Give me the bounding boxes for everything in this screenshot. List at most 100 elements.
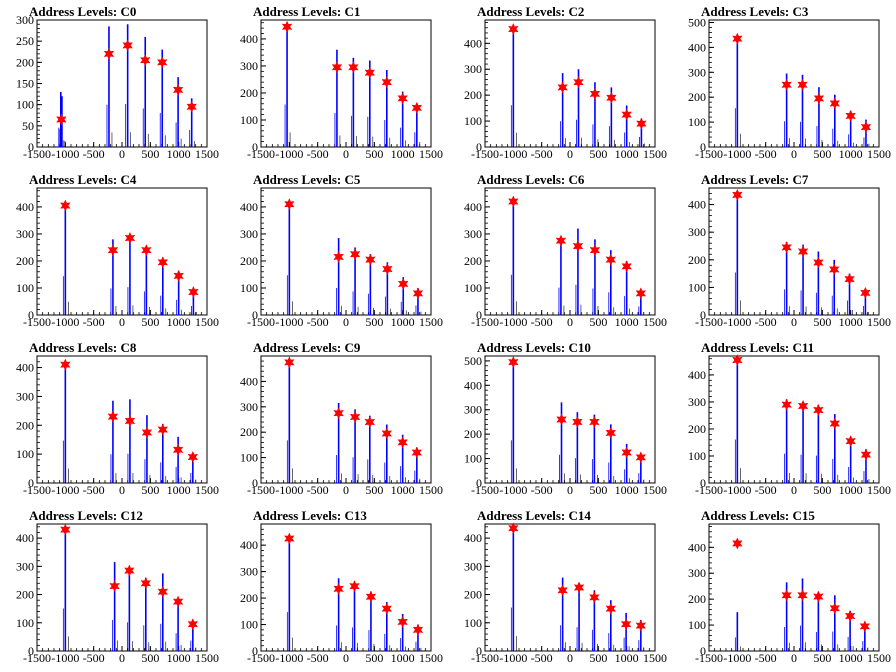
y-tick-label: 100 <box>464 281 482 295</box>
histogram-panel: Address Levels: C10 0 100 200 300 400 500 -1500… <box>448 336 672 504</box>
histogram-panel: Address Levels: C5 0 100 200 300 400 -1500 -100… <box>224 168 448 336</box>
level-marker <box>411 101 423 114</box>
x-tick-label: 0 <box>343 315 349 329</box>
histogram-panel: Address Levels: C3 0 100 200 300 400 500 -1500-… <box>672 0 896 168</box>
level-marker <box>845 109 856 122</box>
x-tick-label: 0 <box>119 147 125 161</box>
x-tick-label: -500 <box>531 483 553 497</box>
level-marker <box>349 248 361 261</box>
histogram-plot: 0 100 200 300 400 -1500 -1000 -500 0 500 1000 1500 <box>688 523 891 665</box>
level-marker <box>797 78 808 91</box>
level-marker <box>589 591 600 604</box>
y-tick-label: 100 <box>464 114 482 128</box>
level-marker <box>381 76 393 89</box>
y-tick-label: 300 <box>688 566 706 580</box>
x-tick-label: 1500 <box>867 315 891 329</box>
y-tick-label: 100 <box>688 115 706 129</box>
histogram-panel: Address Levels: C14 0 100 200 300 400 -1500 -10… <box>448 504 672 672</box>
x-tick-label: -1500 <box>247 315 275 329</box>
y-tick-label: 400 <box>688 198 706 212</box>
plot-frame <box>708 355 880 484</box>
y-tick-label: 100 <box>688 280 706 294</box>
y-tick-label: 400 <box>688 368 706 382</box>
x-tick-label: -1000 <box>723 315 751 329</box>
level-marker <box>797 589 808 602</box>
x-tick-label: 500 <box>813 315 831 329</box>
level-marker <box>140 577 152 590</box>
x-tick-label: 1500 <box>867 147 891 161</box>
level-marker <box>397 277 409 291</box>
y-tick-label: 100 <box>464 452 482 466</box>
panel-title: Address Levels: C10 <box>477 340 591 355</box>
level-marker <box>732 537 743 550</box>
x-tick-label: 500 <box>813 147 831 161</box>
x-tick-label: -1500 <box>471 315 499 329</box>
level-marker <box>508 355 519 369</box>
x-tick-label: -1000 <box>275 315 303 329</box>
level-marker <box>172 443 184 456</box>
level-marker <box>157 585 169 598</box>
level-marker <box>635 287 647 300</box>
level-marker <box>781 589 792 602</box>
panel-title: Address Levels: C7 <box>701 172 809 187</box>
y-tick-label: 0 <box>700 140 706 154</box>
level-marker <box>60 523 71 536</box>
y-tick-label: 200 <box>464 427 482 441</box>
level-marker <box>107 410 119 423</box>
x-tick-label: -1500 <box>695 651 723 665</box>
histogram-panel: Address Levels: C11 0 100 200 300 400 -1500 -10… <box>672 336 896 504</box>
y-tick-label: 400 <box>688 540 706 554</box>
y-tick-label: 200 <box>240 86 258 100</box>
level-marker <box>141 244 152 257</box>
level-marker <box>589 244 601 257</box>
y-tick-label: 200 <box>464 88 482 102</box>
level-marker <box>172 83 184 96</box>
y-tick-label: 400 <box>16 531 34 545</box>
panel-title: Address Levels: C12 <box>29 508 143 523</box>
level-marker <box>107 244 119 257</box>
plot-frame <box>36 355 208 484</box>
x-tick-label: -500 <box>83 147 105 161</box>
level-marker <box>397 615 408 629</box>
x-tick-label: 500 <box>141 483 159 497</box>
histogram-plot: 0 100 200 300 400 500 -1500 -1000 -500 0 500 1000 15… <box>688 15 891 161</box>
plot-frame <box>260 187 432 316</box>
x-tick-label: -1000 <box>723 651 751 665</box>
x-tick-label: 1000 <box>167 147 191 161</box>
level-marker <box>364 66 376 79</box>
x-tick-label: -500 <box>755 315 777 329</box>
level-marker <box>141 426 153 439</box>
x-tick-label: 1000 <box>391 147 415 161</box>
x-tick-label: -1000 <box>499 315 527 329</box>
plot-frame <box>484 355 656 484</box>
x-tick-label: 1500 <box>419 483 443 497</box>
y-tick-label: 200 <box>16 254 34 268</box>
level-marker <box>124 564 135 577</box>
y-tick-label: 200 <box>240 425 258 439</box>
y-tick-label: 300 <box>464 62 482 76</box>
histogram-panel: Address Levels: C2 0 100 200 300 400 -1500 -100… <box>448 0 672 168</box>
x-tick-label: -1500 <box>23 651 51 665</box>
level-marker <box>365 253 376 266</box>
y-tick-label: 500 <box>688 15 706 29</box>
level-marker <box>605 426 617 440</box>
y-tick-label: 200 <box>16 418 34 432</box>
x-tick-label: -500 <box>755 483 777 497</box>
x-tick-label: -1000 <box>51 651 79 665</box>
panel-title: Address Levels: C2 <box>477 4 585 19</box>
level-marker <box>844 272 855 286</box>
x-tick-label: 1500 <box>195 483 219 497</box>
x-tick-label: -1000 <box>499 651 527 665</box>
y-tick-label: 300 <box>688 395 706 409</box>
x-tick-label: -1500 <box>247 651 275 665</box>
histogram-panel: Address Levels: C13 0 100 200 300 400 -1500 -10… <box>224 504 448 672</box>
level-marker <box>860 448 872 461</box>
y-tick-label: 400 <box>240 32 258 46</box>
panel-title: Address Levels: C5 <box>253 172 361 187</box>
level-marker <box>188 285 199 299</box>
plot-frame <box>260 355 432 484</box>
level-marker <box>573 581 585 594</box>
level-marker <box>60 358 71 371</box>
level-marker <box>349 580 360 593</box>
